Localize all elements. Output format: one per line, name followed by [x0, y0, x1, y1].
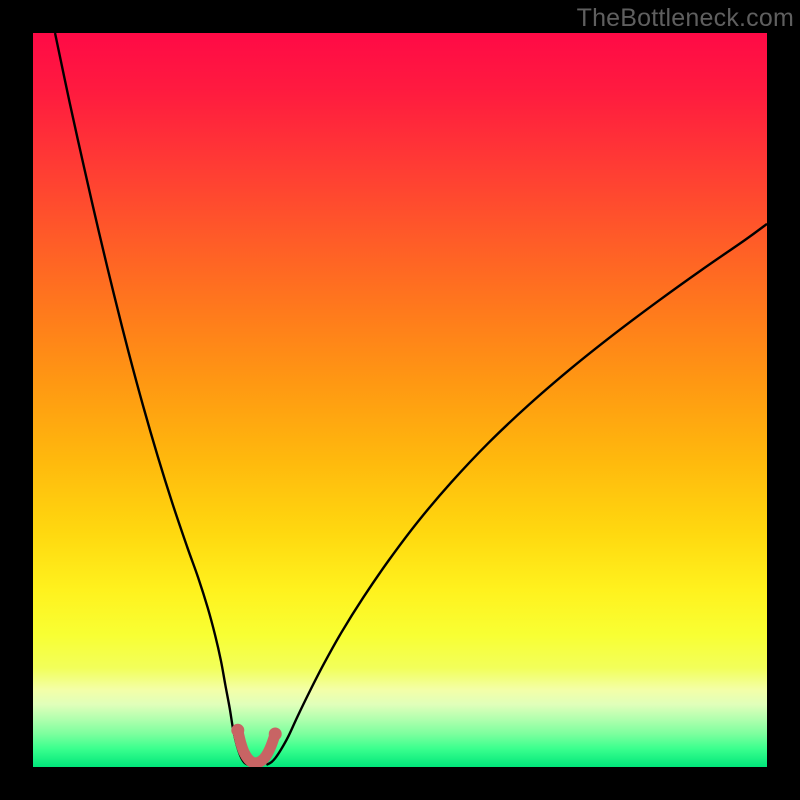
canvas: TheBottleneck.com	[0, 0, 800, 800]
curves-layer	[33, 33, 767, 767]
plot-area	[33, 33, 767, 767]
bottleneck-marker-endpoint-right	[269, 727, 282, 740]
bottleneck-marker-endpoint-left	[231, 724, 244, 737]
watermark-text: TheBottleneck.com	[577, 4, 794, 33]
right-curve	[266, 224, 767, 765]
left-curve	[55, 33, 248, 765]
